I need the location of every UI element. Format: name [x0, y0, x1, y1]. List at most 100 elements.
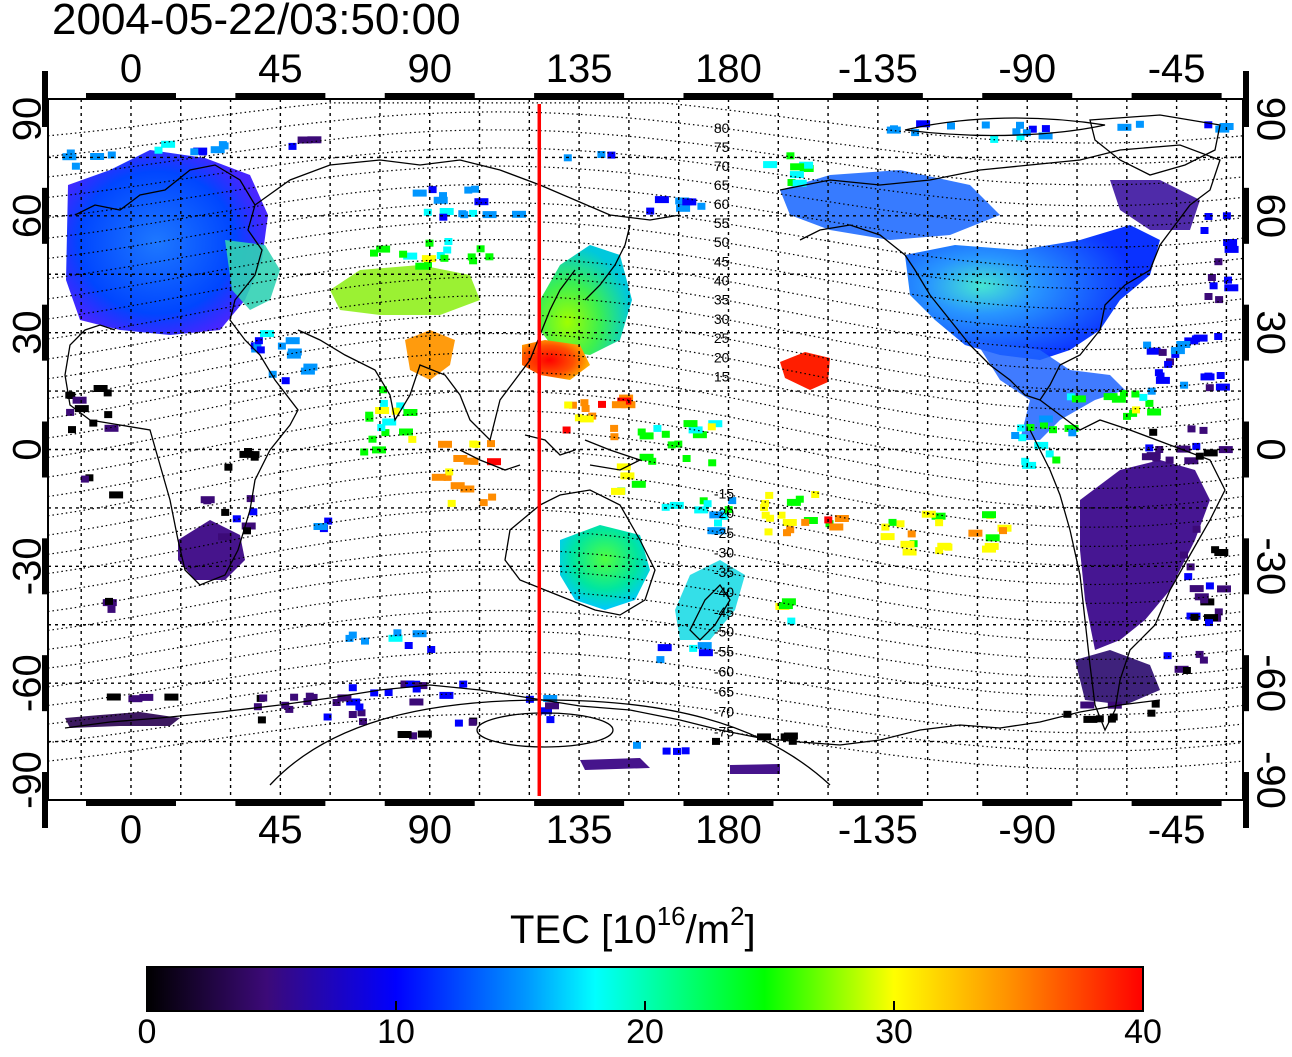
contour-label: 65: [714, 177, 730, 193]
station-pixel: [285, 337, 300, 345]
contour-label: 80: [714, 120, 730, 136]
station-pixel: [307, 136, 322, 144]
station-pixel: [1165, 456, 1174, 464]
right-tick-bar: [1243, 655, 1249, 712]
station-pixel: [538, 707, 552, 715]
station-pixel: [485, 253, 494, 261]
station-pixel: [260, 330, 274, 338]
station-pixel: [379, 386, 387, 394]
station-pixel: [361, 637, 369, 645]
latitude-ticks-left: 90 60 30 0 -30 -60 -90: [6, 97, 50, 809]
lon-tick-label-bottom: -90: [998, 808, 1056, 852]
station-pixel: [1189, 585, 1204, 593]
station-pixel: [1016, 121, 1024, 129]
station-pixel: [406, 680, 421, 688]
station-pixel: [1018, 434, 1027, 442]
station-pixel: [1216, 372, 1225, 379]
contour-label: -50: [714, 624, 734, 640]
station-pixel: [881, 523, 890, 531]
station-pixel: [203, 497, 212, 505]
bottom-tick-bar: [85, 800, 176, 806]
top-tick-bar: [832, 93, 923, 99]
station-pixel: [403, 409, 418, 416]
station-pixel: [297, 136, 312, 144]
station-pixel: [783, 732, 798, 740]
station-pixel: [829, 523, 844, 531]
station-pixel: [1131, 390, 1140, 398]
station-pixel: [1205, 384, 1214, 392]
lon-tick-label-bottom: 180: [695, 808, 762, 852]
contour-label: 25: [714, 330, 730, 346]
station-pixel: [324, 517, 333, 525]
station-pixel: [1041, 125, 1050, 133]
station-pixel: [193, 147, 208, 155]
left-tick-bar: [42, 187, 48, 244]
station-pixel: [382, 418, 397, 426]
contour-line: [47, 102, 1244, 144]
station-pixel: [220, 142, 229, 150]
station-pixel: [139, 693, 154, 701]
station-pixel: [1204, 213, 1213, 220]
colorbar-title: TEC [1016/m2]: [510, 903, 756, 954]
station-pixel: [286, 351, 301, 359]
station-pixel: [673, 747, 681, 755]
bottom-tick-bar: [832, 800, 923, 806]
station-pixel: [982, 511, 996, 519]
contour-label: -25: [714, 525, 734, 541]
contour-line: [47, 508, 1244, 586]
station-pixel: [290, 693, 299, 701]
colorbar-title-main: TEC [10: [510, 908, 657, 952]
station-pixel: [1193, 334, 1208, 342]
station-pixel: [662, 747, 671, 755]
station-pixel: [525, 695, 534, 703]
station-pixel: [241, 522, 256, 530]
station-pixel: [403, 252, 418, 260]
right-tick-bar: [1243, 421, 1249, 478]
colorbar-tick-label: 20: [626, 1013, 664, 1051]
station-pixel: [761, 499, 770, 507]
station-pixel: [880, 533, 895, 541]
station-pixel: [888, 518, 897, 526]
station-pixel: [469, 209, 478, 217]
station-pixel: [1139, 393, 1148, 401]
lon-tick-label-bottom: 45: [258, 808, 303, 852]
station-pixel: [368, 435, 377, 443]
station-pixel: [886, 126, 901, 134]
station-pixel: [1211, 546, 1220, 554]
station-pixel: [1224, 245, 1239, 253]
station-pixel: [164, 693, 179, 701]
colorbar-title-unit: /m: [685, 908, 731, 952]
station-pixel: [1214, 608, 1223, 616]
station-pixel: [360, 448, 369, 456]
station-pixel: [761, 511, 770, 519]
station-pixel: [154, 146, 163, 154]
station-pixel: [281, 701, 290, 709]
station-pixel: [999, 527, 1007, 535]
station-pixel: [257, 716, 266, 724]
lat-tick-label-right: 60: [1248, 194, 1292, 239]
station-pixel: [803, 517, 818, 524]
station-pixel: [763, 161, 778, 169]
station-pixel: [1066, 393, 1075, 401]
left-tick-bar: [42, 304, 48, 361]
station-pixel: [409, 698, 424, 706]
colorbar-title-exponent: 16: [656, 901, 686, 931]
bottom-tick-bar: [235, 800, 326, 806]
top-tick-bar: [982, 93, 1073, 99]
station-pixel: [1141, 453, 1156, 461]
right-tick-bar: [1243, 772, 1249, 828]
station-pixel: [811, 491, 820, 498]
station-pixel: [931, 512, 946, 520]
station-pixel: [1012, 128, 1021, 136]
station-pixel: [1214, 333, 1223, 340]
station-pixel: [1164, 360, 1173, 368]
lat-tick-label-right: 0: [1248, 438, 1292, 460]
station-pixel: [337, 694, 352, 702]
contour-line: [47, 390, 1244, 470]
station-pixel: [789, 171, 804, 179]
station-pixel: [728, 497, 737, 505]
top-tick-bar: [683, 93, 774, 99]
station-pixel: [1200, 227, 1209, 234]
station-pixel: [460, 485, 475, 493]
station-pixel: [1182, 667, 1191, 674]
